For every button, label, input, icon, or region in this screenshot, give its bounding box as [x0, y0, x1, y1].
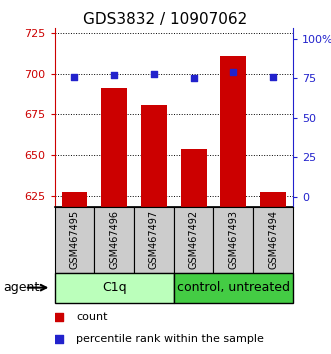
Text: GSM467497: GSM467497	[149, 210, 159, 269]
Bar	[55, 273, 174, 303]
Bar	[55, 207, 94, 273]
Point	[112, 72, 117, 78]
Text: control, untreated: control, untreated	[177, 281, 290, 294]
Bar	[253, 207, 293, 273]
Point	[270, 75, 276, 80]
Point	[231, 69, 236, 75]
Text: agent: agent	[3, 281, 40, 294]
Text: percentile rank within the sample: percentile rank within the sample	[76, 334, 264, 344]
Point	[214, 35, 220, 41]
Point	[214, 240, 220, 245]
Bar	[101, 88, 127, 207]
Text: GSM467492: GSM467492	[189, 210, 199, 269]
Bar	[94, 207, 134, 273]
Text: GSM467495: GSM467495	[70, 210, 79, 269]
Bar	[181, 149, 207, 207]
Text: GSM467494: GSM467494	[268, 210, 278, 269]
Text: GSM467493: GSM467493	[228, 210, 238, 269]
Bar	[141, 105, 167, 207]
Text: GSM467496: GSM467496	[109, 210, 119, 269]
Bar	[174, 273, 293, 303]
Text: count: count	[76, 312, 108, 322]
Text: C1q: C1q	[102, 281, 126, 294]
Bar	[220, 56, 246, 207]
Text: GDS3832 / 10907062: GDS3832 / 10907062	[83, 12, 248, 27]
Bar	[174, 207, 213, 273]
Bar	[62, 193, 87, 207]
Bar	[134, 207, 174, 273]
Point	[72, 75, 77, 80]
Point	[191, 75, 196, 81]
Bar	[213, 207, 253, 273]
Point	[151, 71, 157, 76]
Bar	[260, 193, 286, 207]
